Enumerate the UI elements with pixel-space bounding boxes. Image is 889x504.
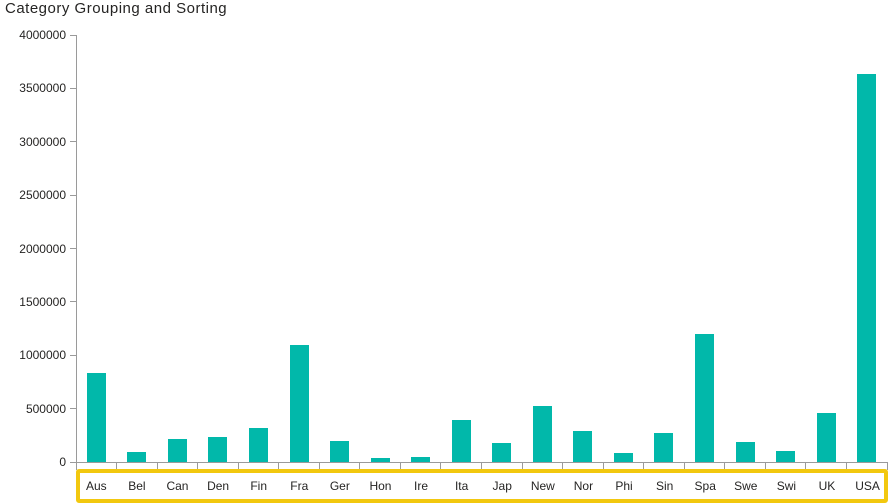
x-axis-label-Bel: Bel	[128, 478, 146, 493]
x-axis-label-Phi: Phi	[615, 478, 633, 493]
bar-Nor[interactable]	[573, 431, 593, 462]
x-axis-tick	[521, 462, 523, 470]
category-highlight-box	[76, 469, 888, 503]
x-axis-label-Den: Den	[207, 478, 230, 493]
x-axis-tick	[399, 462, 401, 470]
x-axis-label-Ita: Ita	[454, 478, 469, 493]
y-axis-label: 3000000	[19, 134, 66, 149]
x-axis-tick	[359, 462, 361, 470]
x-axis-tick	[845, 462, 847, 470]
x-axis-label-Fin: Fin	[250, 478, 267, 493]
y-axis-label: 1500000	[19, 294, 66, 309]
x-axis-tick	[683, 462, 685, 470]
x-axis-label-Ger: Ger	[329, 478, 350, 493]
x-axis-tick	[116, 462, 118, 470]
x-axis-label-Sin: Sin	[655, 478, 674, 493]
bar-Sin[interactable]	[654, 433, 674, 462]
bar-Fra[interactable]	[289, 344, 309, 462]
bar-Den[interactable]	[208, 436, 228, 462]
x-axis-label-Ire: Ire	[414, 478, 429, 493]
x-axis-label-Aus: Aus	[85, 478, 107, 493]
x-axis-label-Hon: Hon	[369, 478, 392, 493]
x-axis-label-Spa: Spa	[694, 478, 716, 493]
y-axis-tick	[70, 354, 76, 356]
bar-Phi[interactable]	[613, 453, 633, 462]
bar-Swi[interactable]	[776, 451, 796, 462]
x-axis-tick	[562, 462, 564, 470]
bar-Hon[interactable]	[370, 457, 390, 462]
y-axis-tick	[70, 408, 76, 410]
x-axis-label-Jap: Jap	[492, 478, 512, 493]
y-axis-label: 2000000	[19, 241, 66, 256]
y-axis-label: 2500000	[19, 188, 66, 203]
x-axis-tick	[440, 462, 442, 470]
y-axis-label: 500000	[25, 401, 66, 416]
x-axis-label-Swi: Swi	[776, 478, 797, 493]
x-axis-tick	[318, 462, 320, 470]
x-axis-label-Can: Can	[166, 478, 189, 493]
bar-New[interactable]	[532, 405, 552, 462]
bar-USA[interactable]	[857, 74, 877, 462]
x-axis-tick	[764, 462, 766, 470]
bar-Bel[interactable]	[127, 452, 147, 462]
bar-Ger[interactable]	[330, 440, 350, 462]
x-axis-tick	[197, 462, 199, 470]
y-axis-tick	[70, 34, 76, 36]
x-axis-tick	[724, 462, 726, 470]
x-axis-label-Swe: Swe	[734, 478, 758, 493]
y-axis-label: 0	[59, 455, 66, 469]
bar-Fin[interactable]	[248, 427, 268, 462]
chart-title: Category Grouping and Sorting	[5, 0, 228, 17]
bar-Ire[interactable]	[411, 457, 431, 462]
x-axis-tick	[602, 462, 604, 470]
bar-UK[interactable]	[816, 412, 836, 462]
x-axis-tick	[278, 462, 280, 470]
x-axis-label-UK: UK	[818, 478, 836, 493]
bar-Swe[interactable]	[735, 441, 755, 462]
y-axis-label: 1000000	[19, 348, 66, 363]
y-axis-tick	[70, 141, 76, 143]
bar-Jap[interactable]	[492, 443, 512, 462]
bar-Can[interactable]	[167, 439, 187, 462]
y-axis-label: 3500000	[19, 81, 66, 96]
bar-Ita[interactable]	[451, 420, 471, 462]
y-axis-tick	[70, 301, 76, 303]
x-axis-tick	[643, 462, 645, 470]
x-axis-label-New: New	[530, 478, 555, 493]
bar-Aus[interactable]	[86, 373, 106, 462]
y-axis-label: 4000000	[19, 28, 66, 42]
y-axis-line	[76, 35, 77, 463]
y-axis-tick	[70, 87, 76, 89]
bar-Spa[interactable]	[695, 333, 715, 462]
x-axis-tick	[481, 462, 482, 470]
x-axis-tick	[886, 462, 888, 470]
y-axis-tick	[70, 461, 76, 463]
x-axis-tick	[75, 462, 77, 470]
x-axis-label-Nor: Nor	[573, 478, 594, 493]
y-axis-tick	[70, 194, 76, 196]
x-axis-tick	[156, 462, 158, 470]
y-axis-tick	[70, 248, 76, 249]
x-axis-label-USA: USA	[855, 478, 880, 493]
x-axis-label-Fra: Fra	[290, 478, 309, 493]
x-axis-tick	[805, 462, 807, 470]
x-axis-tick	[237, 462, 239, 470]
x-axis-labels: Aus Bel Can Den Fin Fra Ger Hon Ire Ita Jap New Nor P…	[76, 469, 888, 502]
